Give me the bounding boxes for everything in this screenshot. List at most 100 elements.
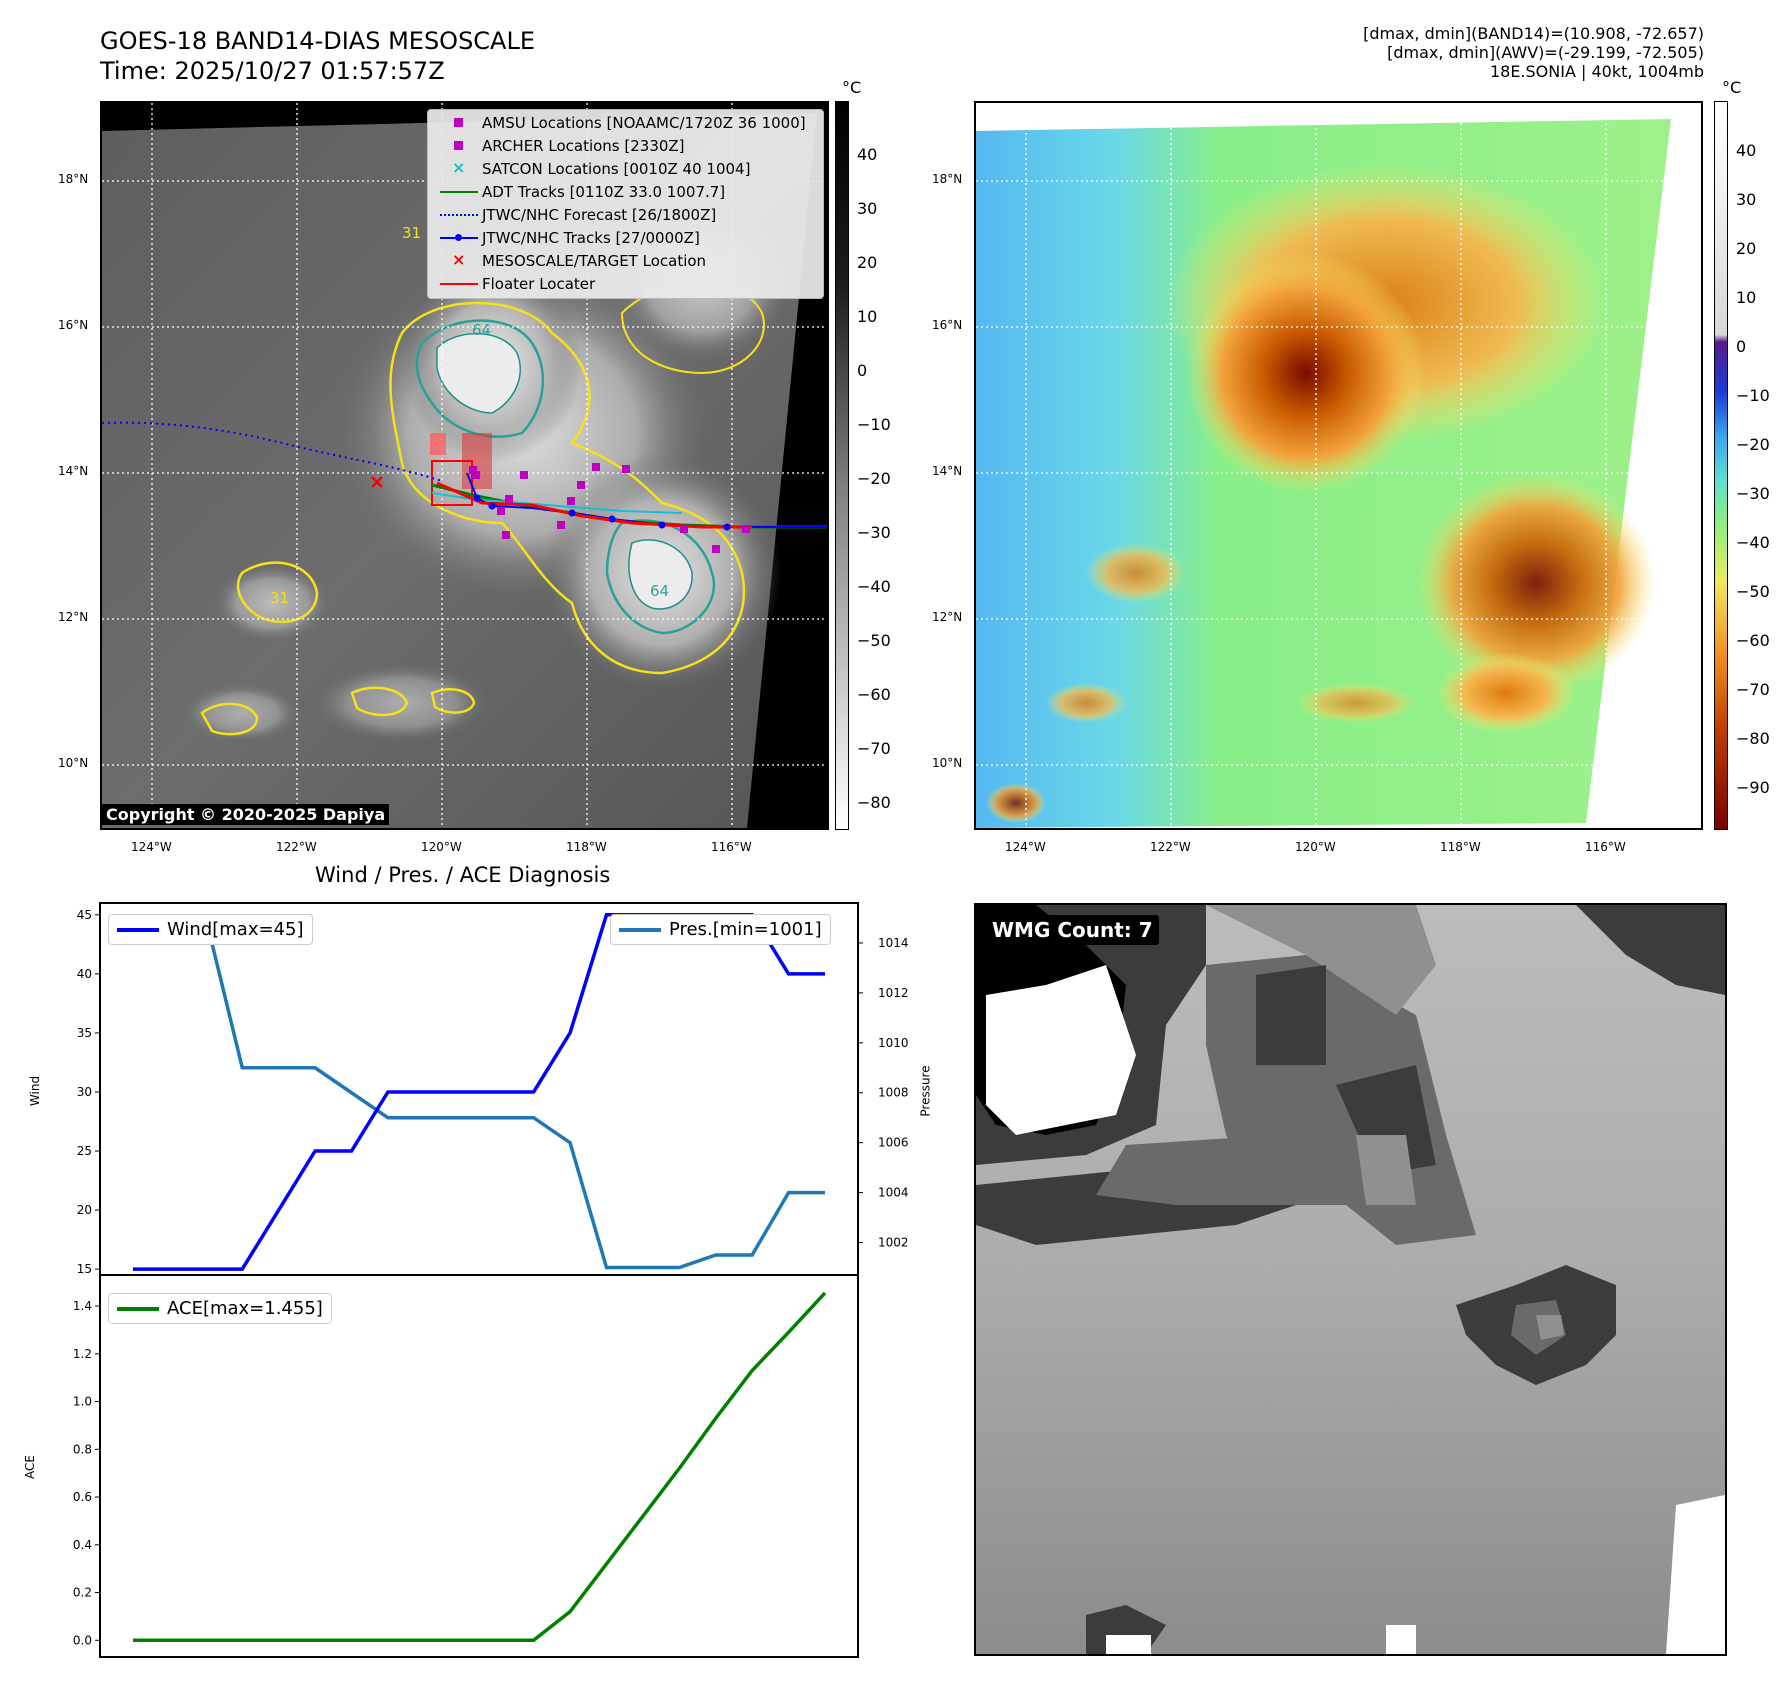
x-marker-icon: × — [452, 158, 466, 177]
lat-tick: 12°N — [932, 610, 963, 624]
wind-y-tick-label: 25 — [77, 1144, 92, 1158]
lon-tick: 122°W — [1150, 840, 1191, 854]
gray-cbar-tick: 30 — [857, 199, 878, 218]
pressure-y-tick-label: 1006 — [878, 1136, 909, 1150]
dotted-line-icon — [440, 214, 478, 216]
pressure-axis-label: Pressure — [918, 1065, 933, 1117]
info-band14-range: [dmax, dmin](BAND14)=(10.908, -72.657) — [1363, 24, 1704, 43]
legend-adt: ADT Tracks [0110Z 33.0 1007.7] — [438, 181, 725, 203]
color-cbar-tick: −30 — [1736, 484, 1770, 503]
legend-archer: ARCHER Locations [2330Z] — [438, 135, 685, 157]
lon-tick: 120°W — [421, 840, 462, 854]
wind-y-tick-label: 20 — [77, 1203, 92, 1217]
wind-axes-frame — [99, 902, 859, 1276]
pressure-legend: Pres.[min=1001] — [610, 914, 831, 945]
wind-y-tick-label: 45 — [77, 908, 92, 922]
lon-tick: 118°W — [1440, 840, 1481, 854]
wind-y-tick-label: 40 — [77, 967, 92, 981]
color-cbar-tick: 40 — [1736, 141, 1757, 160]
contour-label: 31 — [402, 224, 421, 242]
pressure-y-tick-label: 1004 — [878, 1186, 909, 1200]
ace-y-tick-label: 0.4 — [73, 1538, 92, 1552]
legend-forecast: JTWC/NHC Forecast [26/1800Z] — [438, 204, 716, 226]
diag-chart: 15 20 25 30 35 40 45 1002 1004 1006 1008 1010 1012 10… — [73, 902, 909, 1658]
gray-cbar-tick: −20 — [857, 469, 891, 488]
color-cbar-tick: −20 — [1736, 435, 1770, 454]
ace-y-tick-label: 1.0 — [73, 1395, 92, 1409]
lon-tick: 124°W — [131, 840, 172, 854]
pressure-y-tick-label: 1012 — [878, 986, 909, 1000]
gray-colorbar — [835, 101, 849, 830]
map-legend: AMSU Locations [NOAAMC/1720Z 36 1000] AR… — [427, 109, 824, 299]
gray-cbar-tick: −10 — [857, 415, 891, 434]
square-marker-icon — [454, 118, 463, 127]
figure-title: GOES-18 BAND14-DIAS MESOSCALE — [100, 27, 536, 55]
lon-tick: 116°W — [1585, 840, 1626, 854]
pressure-y-tick-label: 1008 — [878, 1086, 909, 1100]
wind-legend: Wind[max=45] — [108, 914, 313, 945]
contour-label: 64 — [650, 582, 669, 600]
ace-y-tick-label: 0.8 — [73, 1442, 92, 1456]
lat-tick: 10°N — [932, 756, 963, 770]
ace-legend: ACE[max=1.455] — [108, 1293, 332, 1324]
lon-tick: 122°W — [276, 840, 317, 854]
ace-y-tick-label: 0.6 — [73, 1490, 92, 1504]
ace-axes: 0.0 0.2 0.4 0.6 0.8 1.0 1.2 1.4 — [73, 1274, 859, 1658]
gray-cbar-tick: 10 — [857, 307, 878, 326]
color-cbar-tick: −50 — [1736, 582, 1770, 601]
wmg-panel: WMG Count: 7 — [974, 903, 1727, 1656]
gray-cbar-tick: 20 — [857, 253, 878, 272]
info-awv-range: [dmax, dmin](AWV)=(-29.199, -72.505) — [1387, 43, 1704, 62]
gray-cbar-tick: −60 — [857, 685, 891, 704]
lat-tick: 18°N — [932, 172, 963, 186]
gray-cbar-unit: °C — [842, 78, 862, 97]
wind-y-tick-label: 30 — [77, 1085, 92, 1099]
line-marker-icon — [440, 191, 478, 193]
awv-map-image — [976, 103, 1701, 828]
x-marker-icon: × — [452, 250, 466, 269]
color-cbar-tick: −80 — [1736, 729, 1770, 748]
gray-cbar-tick: 40 — [857, 145, 878, 164]
ace-axis-label: ACE — [22, 1455, 37, 1479]
ace-y-tick-label: 0.0 — [73, 1633, 92, 1647]
line-marker-icon — [440, 283, 478, 285]
wind-series-line — [133, 913, 825, 1271]
gray-cbar-tick: 0 — [857, 361, 868, 380]
lat-tick: 16°N — [58, 318, 89, 332]
color-cbar-tick: −10 — [1736, 386, 1770, 405]
pressure-series-line — [133, 916, 825, 1270]
ace-y-tick-label: 0.2 — [73, 1586, 92, 1600]
lat-tick: 12°N — [58, 610, 89, 624]
gray-cbar-tick: −70 — [857, 739, 891, 758]
legend-floater: Floater Locater — [438, 273, 595, 295]
lat-tick: 10°N — [58, 756, 89, 770]
gray-cbar-tick: −80 — [857, 793, 891, 812]
lon-tick: 124°W — [1005, 840, 1046, 854]
wind-y-tick-label: 15 — [77, 1262, 92, 1276]
color-cbar-tick: −40 — [1736, 533, 1770, 552]
pressure-y-tick-label: 1010 — [878, 1036, 909, 1050]
color-cbar-tick: 0 — [1736, 337, 1747, 356]
lat-tick: 16°N — [932, 318, 963, 332]
info-block: [dmax, dmin](BAND14)=(10.908, -72.657) [… — [1363, 24, 1704, 81]
ace-y-tick-label: 1.2 — [73, 1347, 92, 1361]
ace-y-tick-label: 1.4 — [73, 1299, 92, 1313]
figure-time: Time: 2025/10/27 01:57:57Z — [100, 57, 445, 85]
color-cbar-tick: −70 — [1736, 680, 1770, 699]
lat-tick: 14°N — [58, 464, 89, 478]
legend-amsu: AMSU Locations [NOAAMC/1720Z 36 1000] — [438, 112, 806, 134]
ir-map-panel: 31 64 31 64 — [100, 101, 829, 830]
ace-series-line — [133, 1291, 827, 1643]
info-storm: 18E.SONIA | 40kt, 1004mb — [1489, 62, 1704, 81]
wind-pressure-axes: 15 20 25 30 35 40 45 1002 1004 1006 1008 1010 1012 10… — [77, 902, 909, 1276]
line-marker-icon — [619, 928, 661, 932]
legend-satcon: × SATCON Locations [0010Z 40 1004] — [452, 158, 751, 178]
color-cbar-unit: °C — [1722, 78, 1742, 97]
contour-label: 31 — [270, 589, 289, 607]
contour-label: 64 — [472, 321, 491, 339]
lon-tick: 120°W — [1295, 840, 1336, 854]
pressure-y-tick-label: 1002 — [878, 1236, 909, 1250]
copyright-label: Copyright © 2020-2025 Dapiya — [102, 804, 390, 825]
lat-tick: 14°N — [932, 464, 963, 478]
wmg-image — [976, 905, 1725, 1654]
